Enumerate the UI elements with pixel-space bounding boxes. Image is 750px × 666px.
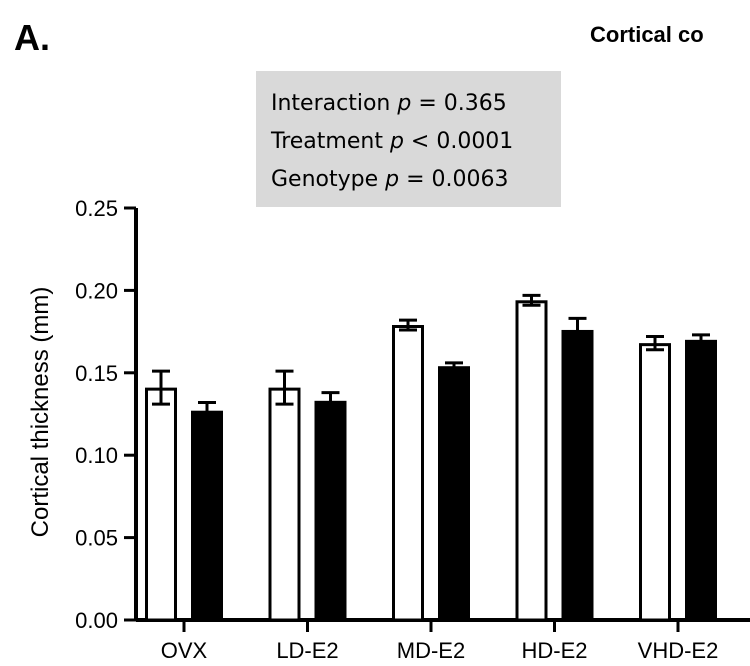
- stats-line: Genotype p = 0.0063: [271, 167, 509, 192]
- error-bar: [198, 400, 216, 421]
- bar-open: [392, 325, 424, 622]
- y-tick-label: 0.00: [75, 608, 118, 633]
- y-tick-label: 0.10: [75, 443, 118, 468]
- panel-label: A.: [14, 17, 50, 58]
- x-tick-label: LD-E2: [276, 638, 338, 663]
- error-bar: [152, 369, 170, 406]
- y-tick-label: 0.20: [75, 278, 118, 303]
- y-axis: 0.00 0.05 0.10 0.15 0.20 0.25: [75, 196, 138, 633]
- bars: [145, 300, 717, 622]
- error-bars: [152, 293, 710, 421]
- chart-title: Cortical co: [590, 22, 704, 47]
- error-bar: [399, 318, 417, 332]
- bar-open: [515, 300, 548, 622]
- error-bar: [568, 316, 587, 343]
- bar-filled: [685, 339, 717, 622]
- y-tick-label: 0.25: [75, 196, 118, 221]
- bar-open: [639, 343, 671, 622]
- y-tick-label: 0.05: [75, 526, 118, 551]
- bar-filled: [314, 400, 347, 622]
- stats-line: Interaction p = 0.365: [271, 91, 507, 116]
- x-tick-label: MD-E2: [397, 638, 465, 663]
- error-bar: [445, 361, 463, 372]
- stats-annotation: Interaction p = 0.365 Treatment p < 0.000…: [270, 91, 513, 192]
- stats-line: Treatment p < 0.0001: [270, 129, 513, 154]
- error-bar: [522, 293, 541, 307]
- error-bar: [692, 333, 710, 347]
- x-tick-label: OVX: [161, 638, 208, 663]
- x-axis: OVX LD-E2 MD-E2 HD-E2 VHD-E2: [136, 618, 750, 663]
- bar-open: [145, 387, 177, 622]
- error-bar: [646, 335, 664, 352]
- y-tick-label: 0.15: [75, 361, 118, 386]
- bar-filled: [438, 366, 470, 622]
- x-tick-label: HD-E2: [521, 638, 587, 663]
- y-axis-label: Cortical thickness (mm): [27, 287, 54, 538]
- bar-open: [268, 387, 301, 622]
- error-bar: [275, 369, 294, 406]
- bar-filled: [561, 329, 594, 622]
- stats-box: [256, 71, 561, 207]
- x-tick-label: VHD-E2: [638, 638, 719, 663]
- error-bar: [321, 391, 340, 411]
- bar-filled: [191, 410, 223, 622]
